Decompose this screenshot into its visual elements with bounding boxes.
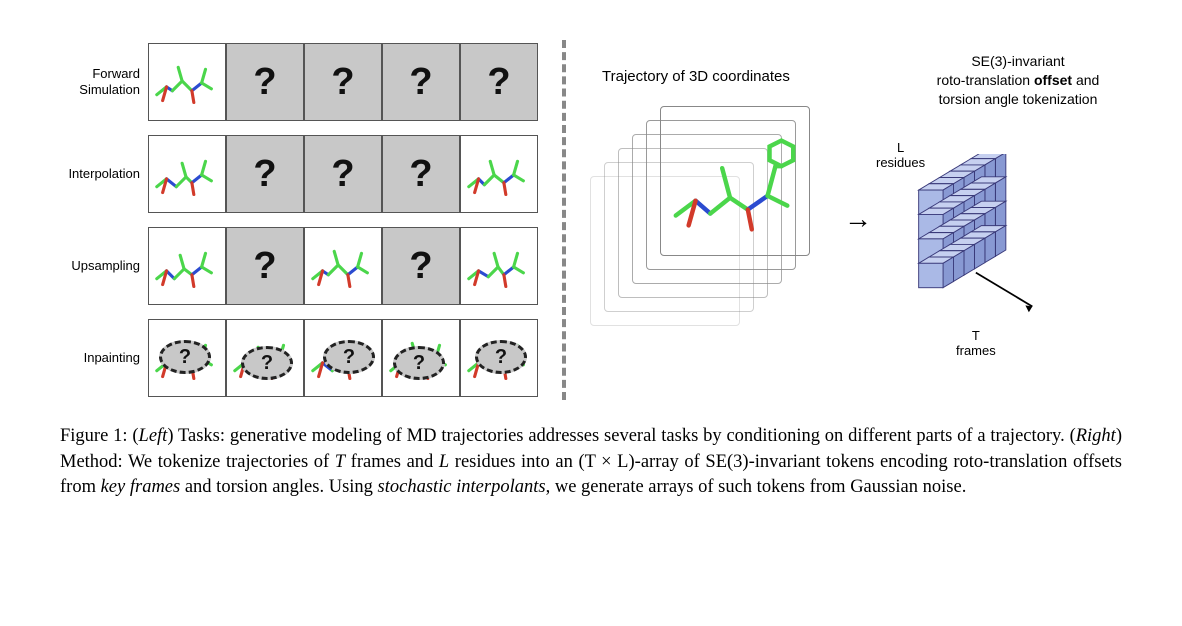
- question-mark-icon: ?: [253, 153, 276, 196]
- question-mark-icon: ?: [261, 352, 273, 375]
- question-mark-icon: ?: [413, 352, 425, 375]
- inpaint-mask-oval: ?: [475, 340, 527, 374]
- figure-caption: Figure 1: (Left) Tasks: generative model…: [60, 424, 1122, 501]
- task-cell: ?: [304, 319, 382, 397]
- question-mark-icon: ?: [409, 153, 432, 196]
- caption-tail: , we generate arrays of such tokens from…: [546, 477, 967, 497]
- task-cell: [460, 135, 538, 213]
- task-cell: [148, 43, 226, 121]
- arrow-icon: →: [844, 204, 872, 236]
- caption-residues-into: residues into an: [449, 452, 578, 472]
- tokenization-title: SE(3)-invariant roto-translation offset …: [888, 52, 1148, 109]
- task-cell: ?: [226, 319, 304, 397]
- inpaint-mask-oval: ?: [393, 346, 445, 380]
- task-cell: ?: [460, 319, 538, 397]
- task-cell: ?: [148, 319, 226, 397]
- task-label: Interpolation: [60, 166, 148, 182]
- tasks-grid: ForwardSimulation ???? Interpolation ???: [60, 43, 538, 397]
- question-mark-icon: ?: [487, 61, 510, 104]
- question-mark-icon: ?: [179, 346, 191, 369]
- task-label: Inpainting: [60, 350, 148, 366]
- caption-TxL: (T × L): [578, 452, 634, 472]
- task-cell: [460, 227, 538, 305]
- question-mark-icon: ?: [409, 245, 432, 288]
- task-cell: ?: [382, 43, 460, 121]
- task-label: Upsampling: [60, 258, 148, 274]
- task-cell: ?: [226, 227, 304, 305]
- token-block: SE(3)-invariant roto-translation offset …: [896, 70, 1116, 370]
- title-line2b: and: [1072, 72, 1099, 88]
- task-cell: ?: [382, 319, 460, 397]
- L-symbol: L: [897, 140, 904, 155]
- caption-fignum: Figure 1:: [60, 426, 128, 446]
- trajectory-title: Trajectory of 3D coordinates: [602, 68, 790, 85]
- caption-stochastic: stochastic interpolants: [378, 477, 546, 497]
- title-line1: SE(3)-invariant: [971, 53, 1064, 69]
- caption-left-text: (Left) Tasks: generative modeling of MD …: [132, 426, 1064, 446]
- question-mark-icon: ?: [253, 245, 276, 288]
- task-cell: [148, 227, 226, 305]
- token-grid-svg: [914, 154, 1114, 326]
- task-cell: [148, 135, 226, 213]
- T-sub: frames: [956, 343, 996, 358]
- question-mark-icon: ?: [331, 61, 354, 104]
- question-mark-icon: ?: [253, 61, 276, 104]
- task-cell: ?: [226, 43, 304, 121]
- trajectory-stack: [590, 106, 820, 366]
- inpaint-mask-oval: ?: [241, 346, 293, 380]
- task-cell: [304, 227, 382, 305]
- caption-frames-and: frames and: [345, 452, 439, 472]
- inpaint-mask-oval: ?: [159, 340, 211, 374]
- question-mark-icon: ?: [495, 346, 507, 369]
- caption-keyframes: key frames: [101, 477, 181, 497]
- task-label: ForwardSimulation: [60, 66, 148, 97]
- figure-1: ForwardSimulation ???? Interpolation ???: [60, 40, 1122, 501]
- title-offset-bold: offset: [1034, 72, 1072, 88]
- caption-L: L: [439, 452, 449, 472]
- question-mark-icon: ?: [343, 346, 355, 369]
- task-cell: ?: [382, 135, 460, 213]
- task-cell: ?: [226, 135, 304, 213]
- T-axis-label: T frames: [956, 328, 996, 358]
- inpaint-mask-oval: ?: [323, 340, 375, 374]
- caption-T: T: [335, 452, 345, 472]
- task-cell: ?: [304, 135, 382, 213]
- token-cube-grid: [914, 154, 1114, 314]
- right-block: Trajectory of 3D coordinates → SE(3)-inv…: [590, 70, 1122, 370]
- T-symbol: T: [972, 328, 980, 343]
- task-cell: ?: [304, 43, 382, 121]
- caption-and-torsion: and torsion angles. Using: [180, 477, 377, 497]
- task-cell: ?: [460, 43, 538, 121]
- vertical-divider: [562, 40, 566, 400]
- question-mark-icon: ?: [331, 153, 354, 196]
- question-mark-icon: ?: [409, 61, 432, 104]
- task-cell: ?: [382, 227, 460, 305]
- trajectory-frame: [660, 106, 810, 256]
- title-line3: torsion angle tokenization: [939, 91, 1098, 107]
- title-line2a: roto-translation: [937, 72, 1034, 88]
- figure-body: ForwardSimulation ???? Interpolation ???: [60, 40, 1122, 400]
